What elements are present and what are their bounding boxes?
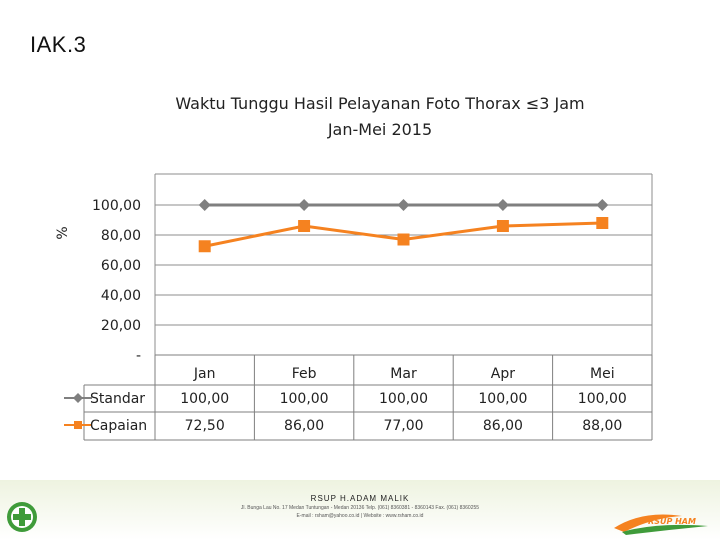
data-label-standar: 100,00 xyxy=(180,391,229,407)
y-tick-label: 20,00 xyxy=(101,318,141,334)
data-point-standar xyxy=(397,199,410,211)
legend-marker-standar xyxy=(73,393,83,403)
hospital-logo-text: RSUP HAM xyxy=(648,517,696,526)
data-point-standar xyxy=(198,199,211,211)
x-category-label: Feb xyxy=(292,366,317,382)
legend-label-capaian: Capaian xyxy=(90,418,147,434)
footer-bar xyxy=(0,480,720,540)
x-category-label: Apr xyxy=(491,366,515,382)
chart-title-line-1: Waktu Tunggu Hasil Pelayanan Foto Thorax… xyxy=(175,94,584,113)
y-tick-labels: - 20,00 40,00 60,00 80,00 100,00 xyxy=(92,198,141,364)
line-chart: Waktu Tunggu Hasil Pelayanan Foto Thorax… xyxy=(55,94,653,441)
data-label-capaian: 72,50 xyxy=(185,418,225,434)
data-point-standar xyxy=(496,199,509,211)
hospital-logo-icon: RSUP HAM xyxy=(614,514,708,535)
data-point-capaian xyxy=(496,220,509,232)
data-point-capaian xyxy=(198,240,211,253)
y-tick-label: - xyxy=(136,348,141,364)
data-point-capaian xyxy=(298,220,311,232)
y-tick-label: 80,00 xyxy=(101,228,141,244)
data-point-capaian xyxy=(397,233,410,246)
footer-address: Jl. Bunga Lau No. 17 Medan Tuntungan - M… xyxy=(240,505,480,511)
legend-marker-capaian xyxy=(74,421,82,429)
data-label-standar: 100,00 xyxy=(578,391,627,407)
x-category-label: Mar xyxy=(390,366,417,382)
footer-contact: E-mail : rsham@yahoo.co.id | Website : w… xyxy=(296,513,424,519)
data-label-capaian: 88,00 xyxy=(582,418,622,434)
data-point-standar xyxy=(298,199,311,211)
x-category-label: Jan xyxy=(193,366,216,382)
data-table: Jan Feb Mar Apr Mei Standar 100,00 100,00 100,00… xyxy=(64,354,653,441)
data-label-standar: 100,00 xyxy=(280,391,329,407)
data-label-standar: 100,00 xyxy=(478,391,527,407)
x-category-label: Mei xyxy=(590,366,615,382)
y-tick-label: 60,00 xyxy=(101,258,141,274)
y-tick-label: 40,00 xyxy=(101,288,141,304)
chart-title-line-2: Jan-Mei 2015 xyxy=(327,120,432,139)
ministry-logo-icon xyxy=(7,502,37,532)
y-axis-label: % xyxy=(55,226,71,239)
legend-label-standar: Standar xyxy=(90,391,145,407)
slide-title: IAK.3 xyxy=(30,32,87,57)
footer-organization: RSUP H.ADAM MALIK xyxy=(310,494,410,503)
y-tick-label: 100,00 xyxy=(92,198,141,214)
data-label-standar: 100,00 xyxy=(379,391,428,407)
data-label-capaian: 86,00 xyxy=(284,418,324,434)
data-point-capaian xyxy=(596,217,609,229)
data-point-standar xyxy=(596,199,609,211)
data-label-capaian: 86,00 xyxy=(483,418,523,434)
series-lines xyxy=(198,199,609,253)
data-label-capaian: 77,00 xyxy=(383,418,423,434)
